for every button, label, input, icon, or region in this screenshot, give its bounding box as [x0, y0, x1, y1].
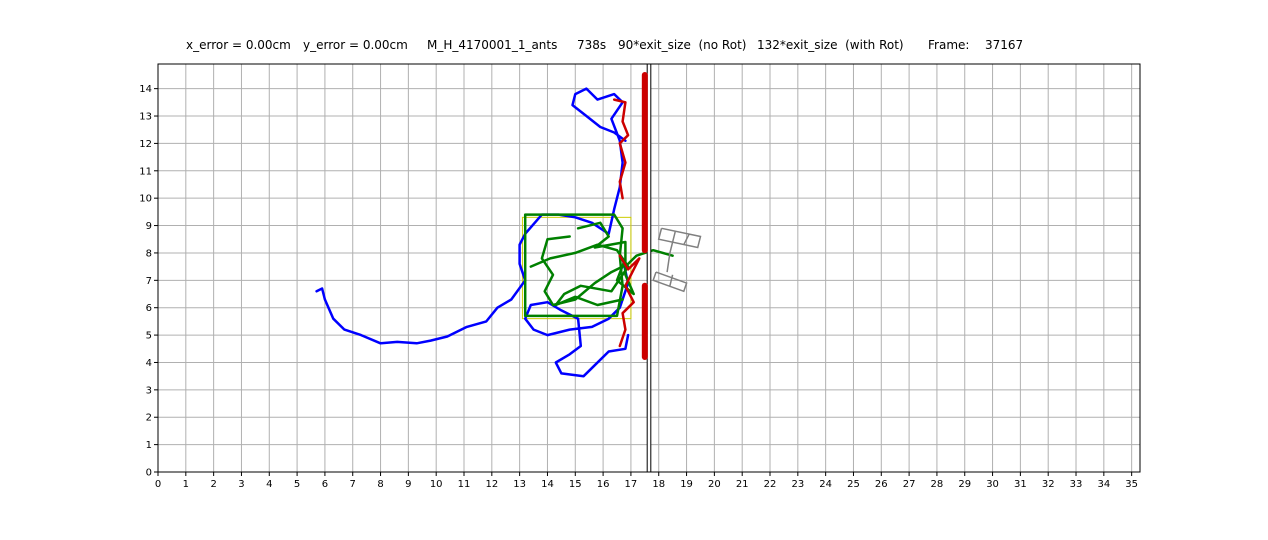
x-tick-label: 7: [350, 479, 356, 490]
x-tick-label: 32: [1042, 479, 1055, 490]
x-tick-label: 27: [903, 479, 916, 490]
x-error-text: x_error = 0.00cm: [186, 38, 291, 52]
y-tick-label: 5: [146, 331, 152, 342]
x-tick-label: 13: [513, 479, 526, 490]
x-tick-label: 28: [931, 479, 944, 490]
y-tick-label: 14: [139, 84, 152, 95]
red-trajectory-line: [612, 98, 630, 200]
load-shape-layer: [652, 227, 702, 293]
blue-trajectory-line: [315, 87, 627, 345]
no-rot-text: 90*exit_size (no Rot): [618, 38, 747, 52]
x-tick-label: 24: [819, 479, 832, 490]
x-tick-label: 14: [541, 479, 554, 490]
blue-trajectory-line: [523, 257, 630, 378]
x-tick-label: 26: [875, 479, 888, 490]
frame-label: Frame:: [928, 38, 970, 52]
x-tick-label: 18: [652, 479, 665, 490]
axes-frame: [157, 63, 1141, 473]
load-shape-outline: [657, 227, 702, 249]
x-tick-label: 23: [791, 479, 804, 490]
x-tick-label: 4: [266, 479, 272, 490]
x-tick-label: 17: [625, 479, 638, 490]
x-tick-label: 8: [377, 479, 383, 490]
x-tick-label: 3: [238, 479, 244, 490]
green-trajectory-line: [540, 235, 674, 307]
x-tick-label: 35: [1125, 479, 1138, 490]
y-tick-label: 13: [139, 112, 152, 123]
y-tick-label: 0: [146, 468, 152, 479]
x-tick-label: 25: [847, 479, 860, 490]
green-trajectory-line: [529, 243, 630, 307]
title-bar: x_error = 0.00cm y_error = 0.00cm M_H_41…: [0, 38, 1268, 56]
x-tick-label: 12: [485, 479, 498, 490]
x-tick-label: 0: [155, 479, 161, 490]
wall-layer: [641, 63, 652, 473]
red-trajectory-line: [618, 254, 641, 348]
x-tick-label: 2: [210, 479, 216, 490]
y-tick-label: 3: [146, 385, 152, 396]
x-tick-label: 6: [322, 479, 328, 490]
x-tick-label: 30: [986, 479, 999, 490]
x-tick-label: 5: [294, 479, 300, 490]
y-tick-label: 10: [139, 194, 152, 205]
y-tick-label: 2: [146, 413, 152, 424]
experiment-name: M_H_4170001_1_ants: [427, 38, 558, 52]
y-tick-label: 8: [146, 248, 152, 259]
x-tick-label: 9: [405, 479, 411, 490]
x-tick-label: 1: [183, 479, 189, 490]
tick-layer: 0 1 2 3 4 5 6 7 8 9 10 11 12 13 14 15 16 17 18 19 20 21 22 23 24…: [139, 84, 1138, 490]
load-shape-outline: [683, 233, 690, 246]
green-trajectory-line: [523, 213, 624, 318]
y-tick-label: 4: [146, 358, 152, 369]
y-tick-label: 9: [146, 221, 152, 232]
green-trajectory-line: [576, 221, 635, 296]
load-shape-outline: [652, 271, 688, 293]
y-tick-label: 6: [146, 303, 152, 314]
x-tick-label: 31: [1014, 479, 1027, 490]
x-tick-label: 19: [680, 479, 693, 490]
x-tick-label: 21: [736, 479, 749, 490]
y-tick-label: 12: [139, 139, 152, 150]
y-tick-label: 11: [139, 166, 152, 177]
x-tick-label: 11: [458, 479, 471, 490]
x-tick-label: 34: [1097, 479, 1110, 490]
with-rot-text: 132*exit_size (with Rot): [757, 38, 904, 52]
x-tick-label: 20: [708, 479, 721, 490]
x-tick-label: 16: [597, 479, 610, 490]
load-shape-outline: [669, 274, 674, 286]
load-shape-outline: [666, 230, 677, 273]
x-tick-label: 15: [569, 479, 582, 490]
frame-value: 37167: [985, 38, 1024, 52]
x-tick-label: 29: [958, 479, 971, 490]
y-tick-label: 1: [146, 440, 152, 451]
x-tick-label: 22: [764, 479, 777, 490]
x-tick-label: 10: [430, 479, 443, 490]
y-tick-label: 7: [146, 276, 152, 287]
time-text: 738s: [577, 38, 607, 52]
series-layer: [315, 87, 674, 378]
x-tick-label: 33: [1070, 479, 1083, 490]
y-error-text: y_error = 0.00cm: [303, 38, 408, 52]
